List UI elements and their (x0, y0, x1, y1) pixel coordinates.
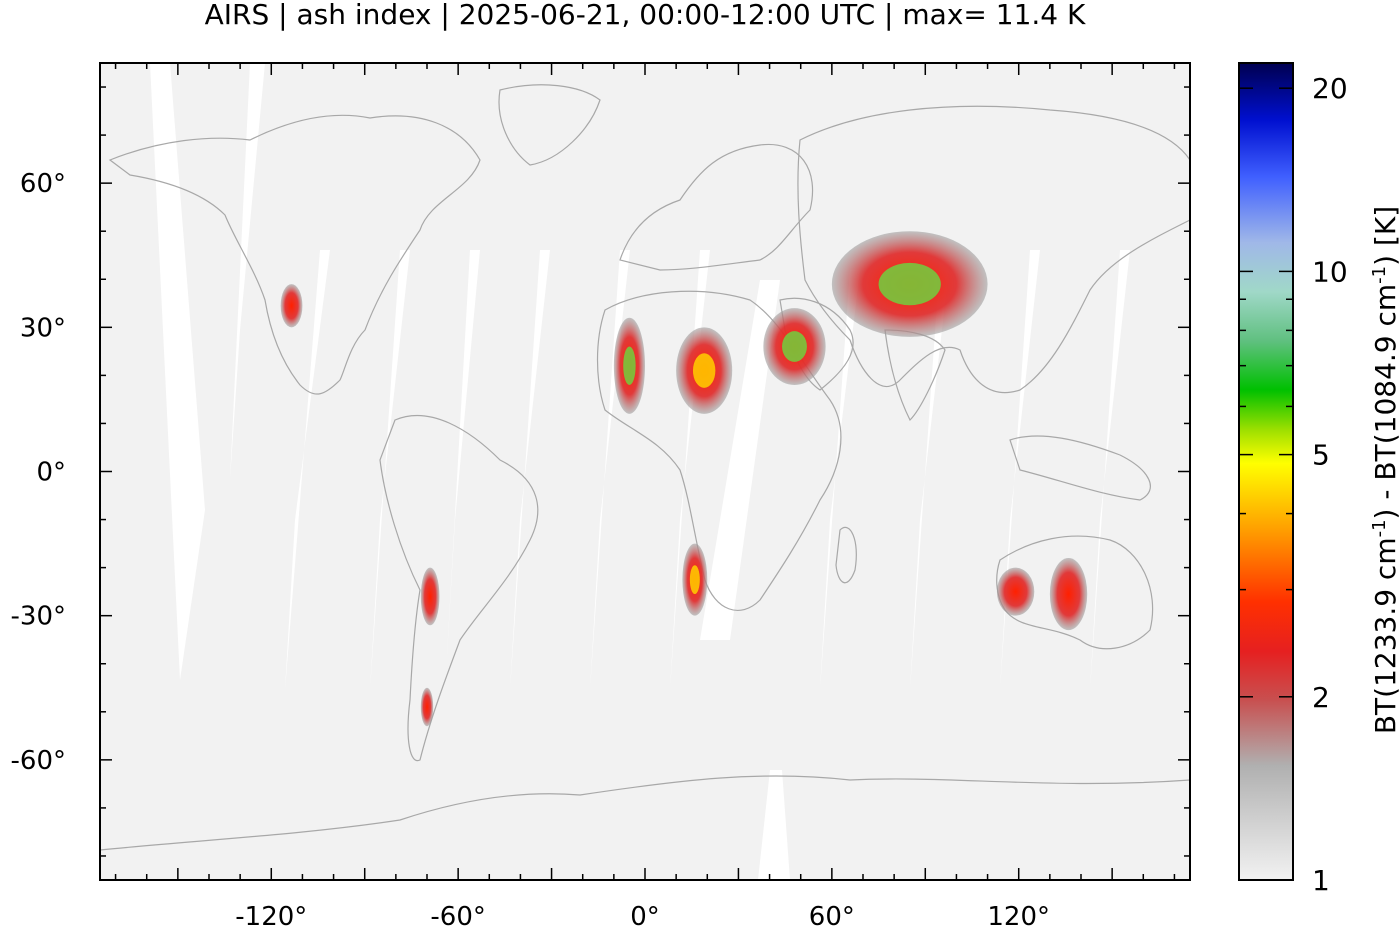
data-gap-swath (230, 63, 265, 480)
y-tick-label: 60° (20, 169, 66, 199)
colorbar-tick-label: 1 (1312, 864, 1330, 897)
hotspot-australia-central (1049, 558, 1088, 631)
ash-index-hotspots (280, 231, 1088, 727)
data-gap-swath (700, 280, 780, 640)
colorbar-ticks (1239, 87, 1293, 881)
y-axis-labels: 60° 30° 0° -30° -60° (11, 169, 66, 776)
hotspot-peak-north-africa-central (692, 353, 716, 388)
data-gap-swath (758, 770, 790, 880)
y-tick-label: -60° (11, 746, 66, 776)
axis-ticks (100, 63, 1190, 880)
x-tick-label: 120° (987, 902, 1050, 930)
x-axis-labels: -120° -60° 0° 60° 120° (235, 902, 1050, 930)
hotspot-southwest-us (280, 284, 303, 328)
hotspot-peak-namibia (689, 565, 700, 595)
y-tick-label: 30° (20, 313, 66, 343)
hotspot-peak-central-asia (878, 262, 941, 306)
x-tick-label: -120° (235, 902, 307, 930)
data-gaps (150, 63, 1130, 880)
plot-background (100, 63, 1190, 880)
y-tick-label: 0° (36, 458, 66, 488)
colorbar-label: BT(1233.9 cm-1) - BT(1084.9 cm-1) [K] (1369, 206, 1400, 734)
y-tick-label: -30° (11, 602, 66, 632)
colorbar (1238, 62, 1294, 881)
colorbar-tick-label: 2 (1312, 681, 1330, 714)
data-gap-swath (150, 63, 205, 680)
hotspot-atacama (420, 567, 440, 626)
hotspot-australia-west (996, 567, 1035, 616)
colorbar-tick-label: 20 (1312, 72, 1348, 105)
hotspot-patagonia (420, 687, 434, 727)
chart-title: AIRS | ash index | 2025-06-21, 00:00-12:… (204, 0, 1086, 31)
x-tick-label: -60° (430, 902, 485, 930)
colorbar-tick-labels: 1 2 5 10 20 (1312, 72, 1348, 897)
x-tick-label: 0° (630, 902, 660, 930)
hotspot-peak-arabia (782, 331, 807, 362)
hotspot-peak-north-africa-west (623, 346, 636, 385)
x-tick-label: 60° (809, 902, 855, 930)
colorbar-tick-label: 10 (1312, 255, 1348, 288)
colorbar-tick-label: 5 (1312, 439, 1330, 472)
